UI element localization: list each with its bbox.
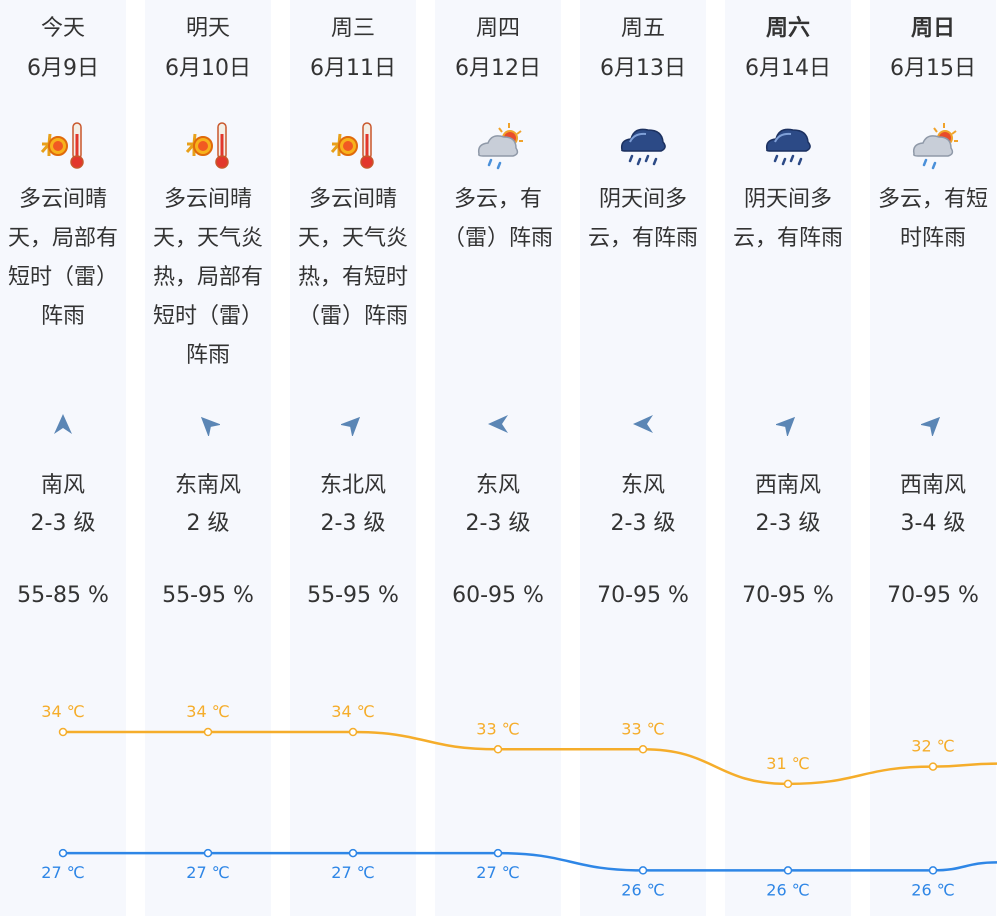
day-column: 明天 6月10日多云间晴天，天气炎热，局部有短时（雷）阵雨东南风 2 级 55-95 … [145, 0, 271, 916]
high-temp-label: 31 ℃ [766, 754, 809, 773]
overcast-rain-icon [618, 120, 668, 170]
day-date: 6月10日 [165, 56, 251, 81]
day-column: 周三 6月11日多云间晴天，天气炎热，有短时（雷）阵雨东北风 2-3 级 55-95 … [290, 0, 416, 916]
low-temp-point [928, 866, 938, 875]
wind-level: 3-4 级 [900, 511, 966, 536]
high-temp-point [493, 745, 503, 754]
weather-description: 多云间晴天，局部有短时（雷）阵雨 [7, 187, 118, 329]
day-column: 周六 6月14日阴天间多云，有阵雨西南风 2-3 级 70-95 % [725, 0, 851, 916]
cloudy-shower-icon [473, 120, 523, 170]
wind-arrow-icon [196, 412, 222, 438]
low-temp-point [783, 866, 793, 875]
overcast-rain-icon [763, 120, 813, 170]
wind-level: 2-3 级 [30, 511, 96, 536]
humidity-range: 60-95 % [452, 583, 544, 608]
high-temp-point [783, 779, 793, 789]
high-temp-line [62, 730, 997, 786]
day-weekday: 周四 [475, 16, 520, 41]
wind-direction: 东北风 [319, 473, 386, 498]
wind-level: 2-3 级 [465, 511, 531, 536]
day-date: 6月11日 [310, 56, 396, 81]
wind-direction: 东风 [475, 473, 520, 498]
high-temp-point [58, 727, 68, 737]
low-temp-line [62, 851, 997, 872]
wind-arrow-icon [486, 412, 510, 436]
wind-arrow-icon [919, 412, 945, 438]
low-temp-label: 27 ℃ [41, 863, 84, 882]
wind-level: 2-3 级 [610, 511, 676, 536]
day-weekday: 周日 [910, 16, 955, 41]
wind-direction: 东南风 [174, 473, 241, 498]
humidity-range: 70-95 % [742, 583, 834, 608]
high-temp-label: 32 ℃ [911, 737, 954, 756]
day-column: 周五 6月13日阴天间多云，有阵雨东风 2-3 级 70-95 % [580, 0, 706, 916]
cloudy-shower-icon [908, 120, 958, 170]
temperature-chart: 34 ℃ 34 ℃ 34 ℃ 33 ℃ 33 ℃ 31 ℃ 32 ℃ 27 ℃ 27 ℃ 27 ℃… [41, 702, 997, 899]
wind-level: 2-3 级 [755, 511, 821, 536]
high-temp-point [638, 745, 648, 754]
high-temp-label: 34 ℃ [331, 702, 374, 721]
high-temp-point [203, 727, 213, 737]
day-column: 周四 6月12日多云，有（雷）阵雨东风 2-3 级 60-95 % [435, 0, 561, 916]
wind-arrow-icon [631, 412, 655, 436]
humidity-range: 70-95 % [597, 583, 689, 608]
low-temp-point [203, 848, 213, 858]
high-temp-point [928, 762, 938, 771]
wind-arrow-icon [339, 412, 365, 438]
high-temp-label: 34 ℃ [41, 702, 84, 721]
low-temp-point [638, 866, 648, 875]
wind-arrow-icon [51, 412, 75, 436]
low-temp-point [493, 848, 503, 858]
low-temp-point [58, 848, 68, 858]
humidity-range: 70-95 % [887, 583, 979, 608]
high-temp-label: 34 ℃ [186, 702, 229, 721]
wind-direction: 南风 [40, 473, 85, 498]
sunny-hot-icon [328, 120, 378, 170]
day-weekday: 周三 [330, 16, 375, 41]
high-temp-label: 33 ℃ [621, 719, 664, 738]
day-weekday: 明天 [185, 16, 230, 41]
day-date: 6月9日 [27, 56, 99, 81]
wind-direction: 东风 [620, 473, 665, 498]
weather-description: 多云间晴天，天气炎热，有短时（雷）阵雨 [297, 187, 408, 329]
low-temp-label: 27 ℃ [476, 863, 519, 882]
weather-description: 多云，有短时阵雨 [877, 187, 988, 251]
humidity-range: 55-95 % [307, 583, 399, 608]
wind-direction: 西南风 [899, 473, 966, 498]
low-temp-point [348, 848, 358, 858]
low-temp-label: 26 ℃ [911, 880, 954, 899]
sunny-hot-icon [38, 120, 88, 170]
humidity-range: 55-95 % [162, 583, 254, 608]
low-temp-label: 27 ℃ [331, 863, 374, 882]
day-column: 今天 6月9日多云间晴天，局部有短时（雷）阵雨南风 2-3 级 55-85 % [0, 0, 126, 916]
day-weekday: 周五 [620, 16, 665, 41]
day-date: 6月12日 [455, 56, 541, 81]
humidity-range: 55-85 % [17, 583, 109, 608]
day-weekday: 周六 [765, 16, 810, 41]
day-date: 6月15日 [890, 56, 976, 81]
wind-level: 2 级 [186, 511, 230, 536]
weather-description: 多云，有（雷）阵雨 [442, 187, 553, 251]
low-temp-label: 26 ℃ [766, 880, 809, 899]
sunny-hot-icon [183, 120, 233, 170]
weather-description: 多云间晴天，天气炎热，局部有短时（雷）阵雨 [152, 187, 263, 368]
high-temp-label: 33 ℃ [476, 719, 519, 738]
wind-level: 2-3 级 [320, 511, 386, 536]
weather-description: 阴天间多云，有阵雨 [587, 187, 698, 251]
high-temp-point [348, 727, 358, 737]
low-temp-label: 27 ℃ [186, 863, 229, 882]
day-date: 6月14日 [745, 56, 831, 81]
day-weekday: 今天 [40, 16, 85, 41]
wind-arrow-icon [774, 412, 800, 438]
wind-direction: 西南风 [754, 473, 821, 498]
day-date: 6月13日 [600, 56, 686, 81]
weather-description: 阴天间多云，有阵雨 [732, 187, 843, 251]
low-temp-label: 26 ℃ [621, 880, 664, 899]
